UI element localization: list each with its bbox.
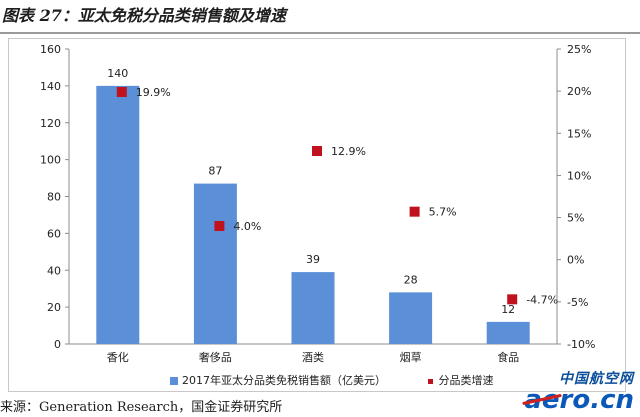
bar [291,272,335,344]
right-tick-label: -10% [567,338,595,351]
left-tick-label: 120 [40,117,61,130]
legend-growth-label: 分品类增速 [438,374,494,387]
right-tick-label: 10% [567,169,591,182]
legend-item-growth: 分品类增速 [427,372,494,388]
growth-marker [312,145,322,156]
chart-canvas: 0 20 40 60 80 100 120 140 160 -10% -5% 0% 5% 10% 15% 20… [40,43,595,364]
left-tick-label: 20 [47,301,61,314]
watermark-logo: 中国航空网 aero.cn [522,368,634,413]
growth-value-label: -4.7% [526,293,558,306]
growth-marker [214,221,225,231]
legend-bar-swatch [170,377,178,385]
right-tick-label: 25% [567,43,591,56]
bar [193,183,237,344]
left-tick-label: 100 [40,154,61,167]
category-label: 酒类 [302,350,324,364]
bar-value-label: 39 [306,253,320,266]
bar [486,321,530,344]
legend-sales-label: 2017年亚太分品类免税销售额（亿美元） [182,374,386,387]
bar [96,85,140,344]
category-label: 奢侈品 [199,350,232,364]
left-tick-label: 80 [47,191,61,204]
left-tick-label: 140 [40,80,61,93]
title-divider [0,32,640,34]
right-tick-label: -5% [567,296,588,309]
bar-value-label: 28 [404,273,418,286]
bar [389,292,433,344]
category-label: 食品 [497,350,519,364]
growth-value-label: 12.9% [331,145,366,158]
growth-value-label: 4.0% [233,220,261,233]
right-tick-label: 15% [567,127,591,140]
bar-value-label: 87 [208,165,222,178]
legend-item-sales: 2017年亚太分品类免税销售额（亿美元） [170,372,386,388]
growth-marker [507,294,518,305]
category-label: 烟草 [400,350,422,364]
right-tick-label: 0% [567,254,584,267]
category-label: 香化 [107,350,129,364]
growth-marker [409,206,420,217]
chart-area: 0 20 40 60 80 100 120 140 160 -10% -5% 0% 5% 10% 15% 20… [8,38,626,392]
chart-legend: 2017年亚太分品类免税销售额（亿美元） 分品类增速 [170,372,532,388]
growth-value-label: 19.9% [136,86,171,99]
watermark-line1: 中国航空网 [559,371,634,387]
bar-value-label: 140 [107,67,128,80]
growth-marker [116,86,127,97]
legend-marker-swatch [427,378,433,384]
right-tick-label: 5% [567,212,584,225]
right-tick-label: 20% [567,85,591,98]
left-tick-label: 160 [40,43,61,56]
left-tick-label: 0 [54,338,61,351]
bar-value-label: 12 [501,303,515,316]
left-tick-label: 60 [47,227,61,240]
source-note: 来源：Generation Research，国金证券研究所 [0,400,283,415]
growth-value-label: 5.7% [429,206,457,219]
figure-title: 图表 27：亚太免税分品类销售额及增速 [2,6,286,25]
left-tick-label: 40 [47,264,61,277]
